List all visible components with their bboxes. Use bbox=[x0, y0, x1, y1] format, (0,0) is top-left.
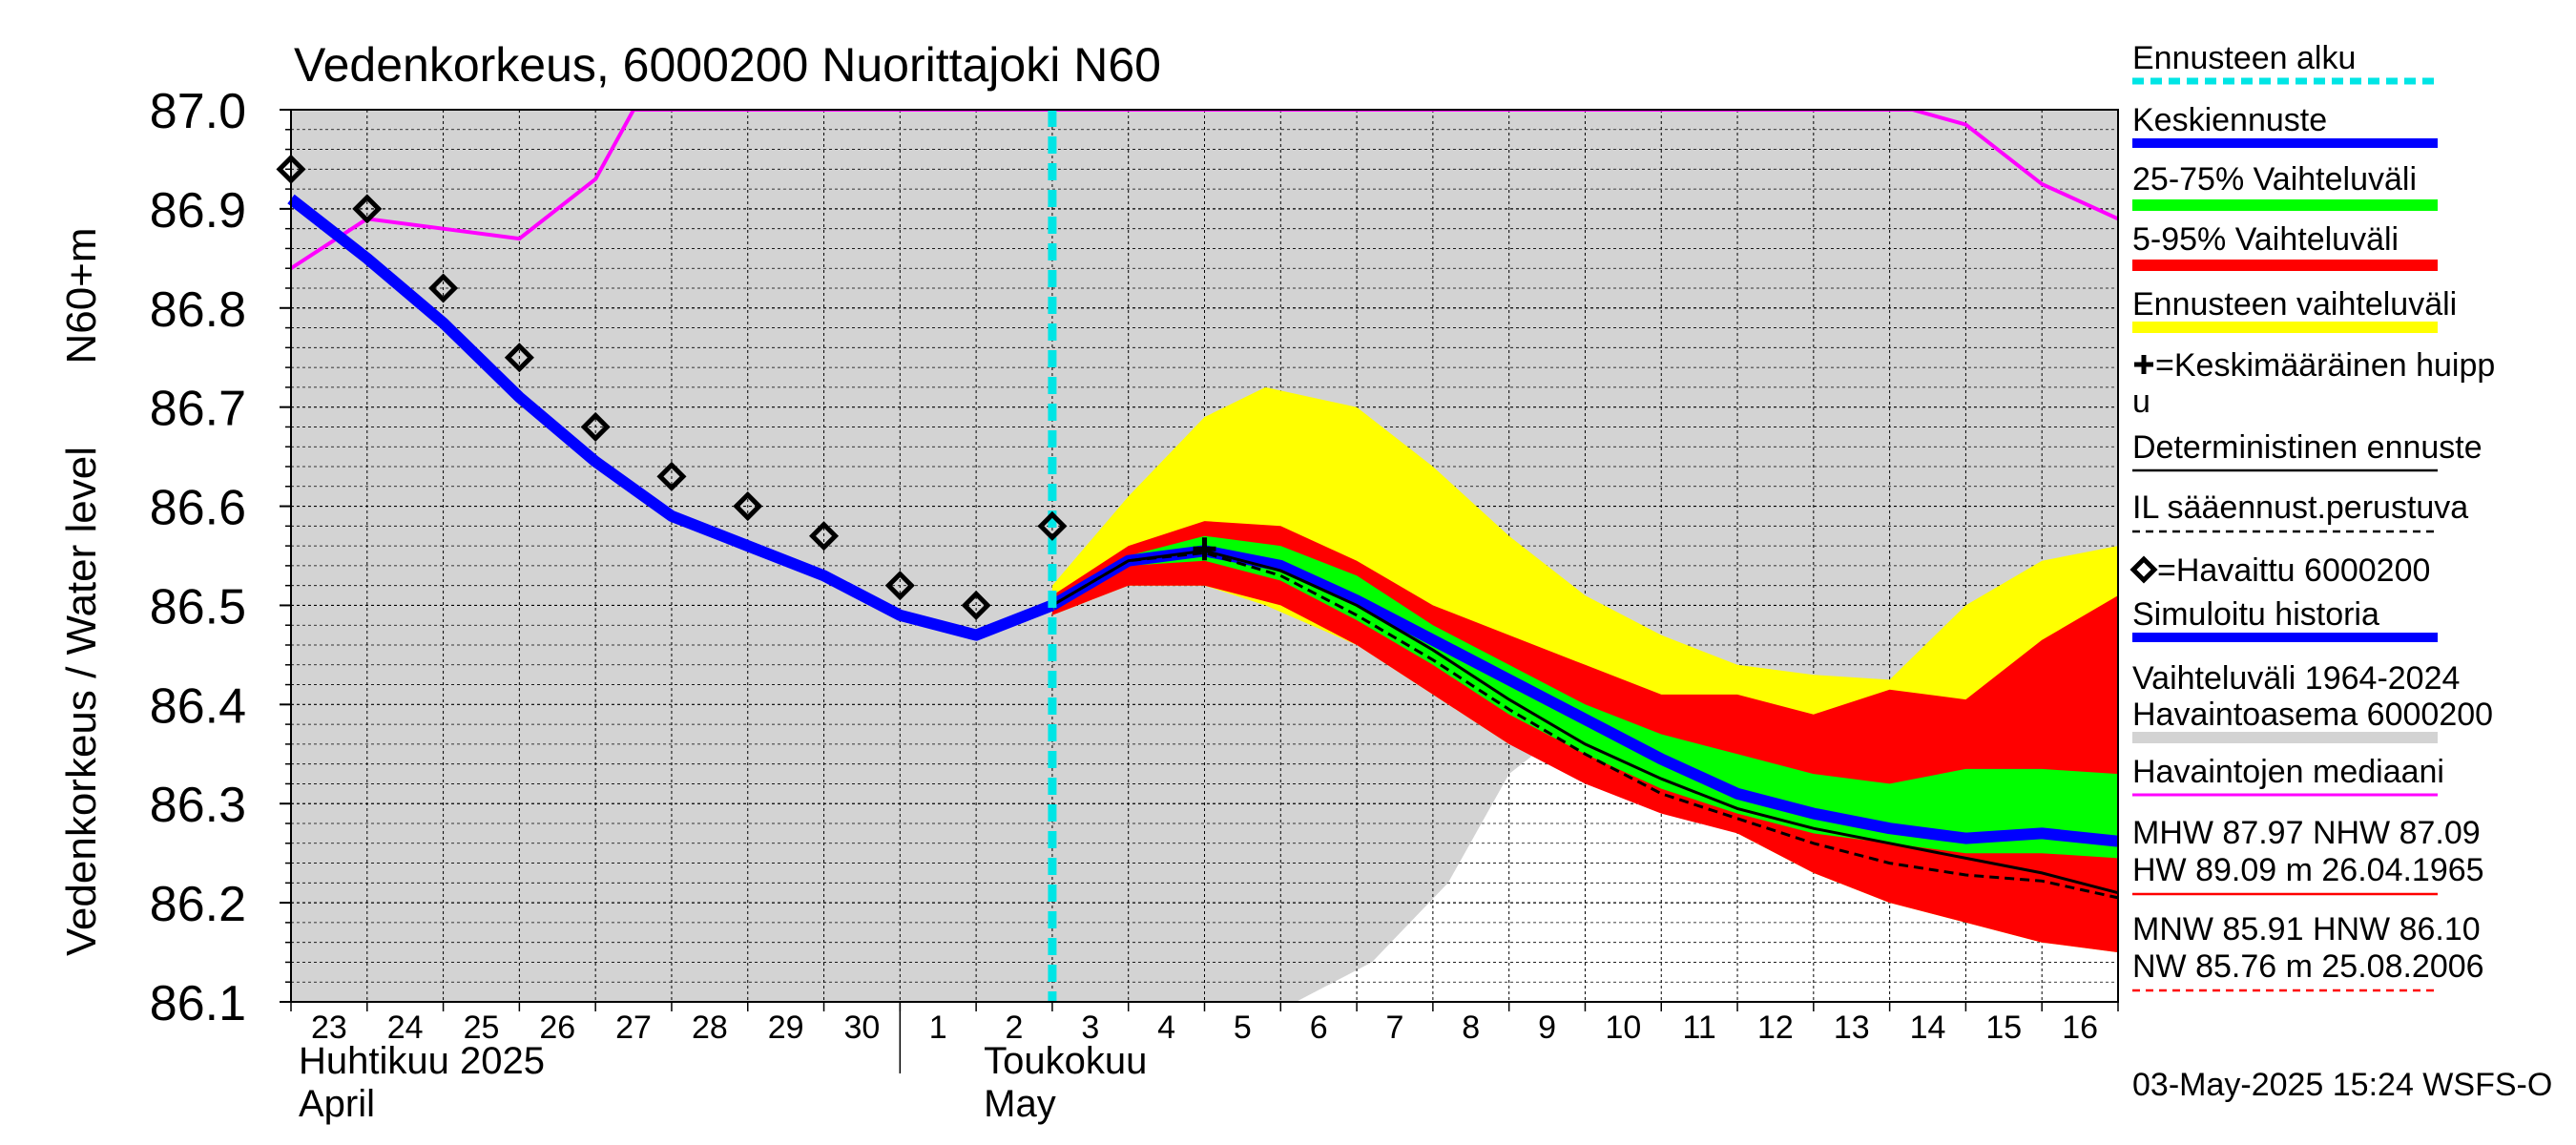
y-axis-label: Vedenkorkeus / Water level bbox=[58, 447, 105, 956]
y-tick-label: 86.3 bbox=[150, 778, 246, 833]
y-tick-label: 86.1 bbox=[150, 976, 246, 1031]
x-day-label: 2 bbox=[1006, 1010, 1024, 1046]
stat-mhw: MHW 87.97 NHW 87.09 bbox=[2132, 815, 2481, 851]
y-tick-label: 86.8 bbox=[150, 282, 246, 338]
x-day-label: 24 bbox=[387, 1010, 424, 1046]
legend-label: Vaihteluväli 1964-2024 bbox=[2132, 660, 2460, 697]
x-day-label: 26 bbox=[539, 1010, 575, 1046]
legend-diamond-icon bbox=[2129, 555, 2158, 584]
observed-point bbox=[884, 571, 915, 601]
stat-mnw: MNW 85.91 HNW 86.10 bbox=[2132, 911, 2481, 947]
x-day-label: 7 bbox=[1386, 1010, 1404, 1046]
observed-point bbox=[580, 411, 611, 442]
observed-point bbox=[961, 590, 991, 620]
observed-point bbox=[504, 343, 534, 373]
legend-label: Ennusteen vaihteluväli bbox=[2132, 286, 2457, 323]
legend-label: Ennusteen alku bbox=[2132, 40, 2356, 76]
month-label-en: May bbox=[984, 1083, 1056, 1125]
legend-label: Simuloitu historia bbox=[2132, 596, 2379, 633]
legend-label: u bbox=[2132, 384, 2150, 420]
x-day-label: 5 bbox=[1234, 1010, 1252, 1046]
observed-point bbox=[809, 521, 840, 552]
y-tick-label: 86.4 bbox=[150, 678, 246, 734]
month-label-fi: Huhtikuu 2025 bbox=[299, 1040, 545, 1082]
x-day-label: 11 bbox=[1682, 1010, 1715, 1046]
x-axis: 23 24 25 26 27 28 29 30 1 2 3 4 5 6 7 8 9 10 11 12 13 14 15 16H… bbox=[290, 1002, 2119, 1125]
legend-label: IL sääennust.perustuva bbox=[2132, 489, 2468, 526]
x-day-label: 8 bbox=[1462, 1010, 1480, 1046]
x-day-label: 28 bbox=[692, 1010, 728, 1046]
x-day-label: 13 bbox=[1834, 1010, 1870, 1046]
y-tick-label: 86.6 bbox=[150, 481, 246, 536]
weather-forecast-line bbox=[1051, 551, 2119, 900]
x-day-label: 23 bbox=[311, 1010, 347, 1046]
y-axis: 86.1 86.2 86.3 86.4 86.5 86.6 86.7 86.8 86.9 87.0 bbox=[150, 84, 291, 1031]
observed-point bbox=[733, 491, 763, 522]
x-day-label: 6 bbox=[1310, 1010, 1328, 1046]
simulated-history-line bbox=[287, 194, 1055, 641]
observed-point bbox=[656, 461, 687, 491]
mean-forecast-line bbox=[1049, 545, 2119, 847]
x-day-label: 1 bbox=[929, 1010, 947, 1046]
observed-median-line bbox=[291, 110, 2118, 270]
y-tick-label: 86.2 bbox=[150, 877, 246, 932]
y-tick-label: 86.9 bbox=[150, 183, 246, 239]
x-day-label: 12 bbox=[1757, 1010, 1794, 1046]
chart-title: Vedenkorkeus, 6000200 Nuorittajoki N60 bbox=[294, 38, 1161, 92]
legend-label: Keskiennuste bbox=[2132, 102, 2327, 138]
y-tick-label: 86.7 bbox=[150, 382, 246, 437]
history-range-lower-area bbox=[1212, 743, 2118, 1002]
x-day-label: 3 bbox=[1081, 1010, 1099, 1046]
timestamp: 03-May-2025 15:24 WSFS-O bbox=[2132, 1067, 2552, 1103]
legend-label: Havaintojen mediaani bbox=[2132, 754, 2444, 790]
legend-label: 25-75% Vaihteluväli bbox=[2132, 161, 2417, 198]
observed-point bbox=[1037, 510, 1068, 541]
x-day-label: 30 bbox=[844, 1010, 881, 1046]
observed-point bbox=[352, 194, 383, 224]
stat-nw: NW 85.76 m 25.08.2006 bbox=[2132, 948, 2484, 985]
deterministic-forecast-line bbox=[1051, 549, 2119, 895]
legend-label: 5-95% Vaihteluväli bbox=[2132, 221, 2399, 258]
legend-label: =Havaittu 6000200 bbox=[2157, 552, 2430, 589]
x-day-label: 27 bbox=[615, 1010, 652, 1046]
legend-label: Havaintoasema 6000200 bbox=[2132, 697, 2493, 733]
grid bbox=[290, 109, 2119, 1003]
y-tick-label: 86.5 bbox=[150, 579, 246, 635]
x-day-label: 16 bbox=[2062, 1010, 2098, 1046]
y-tick-label: 87.0 bbox=[150, 84, 246, 139]
x-day-label: 4 bbox=[1157, 1010, 1175, 1046]
x-day-label: 25 bbox=[464, 1010, 500, 1046]
range-25-75-band bbox=[1051, 535, 2118, 859]
observed-points bbox=[276, 154, 1068, 620]
x-day-label: 14 bbox=[1910, 1010, 1946, 1046]
legend-label: Deterministinen ennuste bbox=[2132, 429, 2483, 466]
x-day-label: 15 bbox=[1985, 1010, 2022, 1046]
legend: Ennusteen alku Keskiennuste 25-75% Vaihtel… bbox=[2129, 40, 2495, 992]
x-day-label: 9 bbox=[1538, 1010, 1556, 1046]
legend-label: =Keskimääräinen huipp bbox=[2155, 347, 2495, 384]
y-axis-unit: N60+m bbox=[58, 227, 105, 364]
stat-hw: HW 89.09 m 26.04.1965 bbox=[2132, 852, 2484, 888]
month-label-fi: Toukokuu bbox=[984, 1040, 1147, 1082]
x-day-label: 29 bbox=[768, 1010, 804, 1046]
x-day-label: 10 bbox=[1605, 1010, 1641, 1046]
month-label-en: April bbox=[299, 1083, 375, 1125]
observed-point bbox=[428, 273, 459, 303]
mean-peak-marker bbox=[1193, 537, 1216, 561]
